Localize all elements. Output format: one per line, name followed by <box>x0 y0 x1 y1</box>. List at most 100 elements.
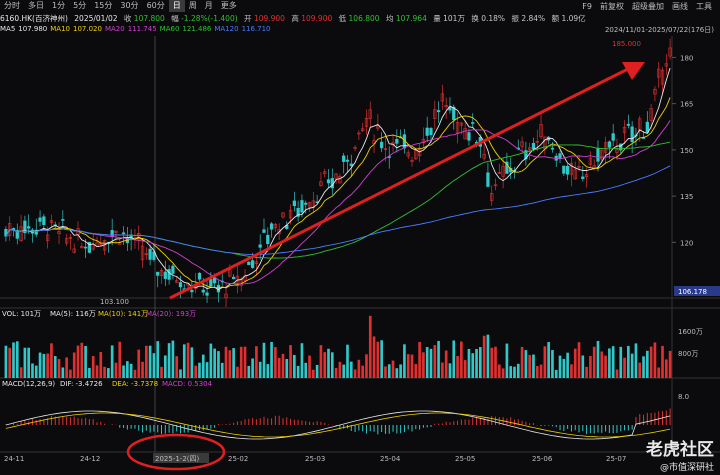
period-tab-10[interactable]: 更多 <box>220 1 237 10</box>
volume-bar <box>437 340 440 378</box>
candle-body <box>38 217 42 222</box>
candle-body <box>296 208 300 217</box>
period-tab-5[interactable]: 30分 <box>120 1 139 10</box>
ma-value-0: 107.980 <box>18 25 48 33</box>
period-tab-1[interactable]: 多日 <box>28 1 44 10</box>
candle-body <box>584 174 589 177</box>
volume-bar <box>27 347 30 378</box>
candle-body <box>190 289 194 293</box>
volume-bar <box>482 335 486 378</box>
toolbar-right-2[interactable]: 超级叠加 <box>632 1 664 11</box>
candle-body <box>459 122 463 126</box>
volume-bar <box>657 367 661 378</box>
volume-bar <box>448 363 452 378</box>
candle-body <box>649 108 653 121</box>
candle-body <box>357 132 361 135</box>
volume-bar <box>285 359 289 378</box>
macd-title: MACD(12,26,9) <box>2 380 55 388</box>
toolbar-right-4[interactable]: 工具 <box>696 1 712 11</box>
volume-bar <box>615 369 619 378</box>
toolbar-right-0[interactable]: F9 <box>582 1 592 11</box>
last-price-label: 106.178 <box>678 288 707 296</box>
volume-bar <box>551 350 554 378</box>
volume-bar <box>186 342 190 378</box>
volume-bar <box>589 355 592 378</box>
period-tab-0[interactable]: 分时 <box>4 1 20 10</box>
volume-bar <box>346 344 349 378</box>
candle-body <box>292 200 296 207</box>
candle-body <box>573 169 577 180</box>
candle-body <box>588 157 593 165</box>
candle-body <box>167 269 171 280</box>
ma-label-1: MA10 <box>50 25 70 33</box>
volume-bar <box>566 352 569 378</box>
volume-bar <box>638 362 642 378</box>
volume-bar <box>361 365 364 378</box>
volume-bar <box>585 366 588 378</box>
period-tab-7[interactable]: 日 <box>168 0 185 12</box>
candle-body <box>114 230 118 233</box>
volume-bar <box>406 354 410 378</box>
candle-body <box>163 271 167 279</box>
candle-body <box>368 109 372 120</box>
period-tab-2[interactable]: 1分 <box>52 1 66 10</box>
open-value: 109.900 <box>253 14 285 23</box>
volume-bar <box>467 348 471 378</box>
volume-bar <box>357 359 361 378</box>
volume-bar <box>410 354 414 378</box>
volume-bar <box>129 363 133 378</box>
candle-body <box>535 141 539 143</box>
dea-line <box>5 412 671 438</box>
volume-bar <box>91 356 95 378</box>
volume-bar <box>141 361 144 378</box>
volume-bar <box>441 362 444 378</box>
candle-body <box>201 289 205 293</box>
volume-bar <box>422 352 425 378</box>
volume-bar <box>76 345 80 378</box>
volume-bar <box>479 347 482 378</box>
period-tab-4[interactable]: 15分 <box>94 1 113 10</box>
ma-line-2 <box>5 120 671 285</box>
volume-bar <box>46 353 49 378</box>
period-tab-6[interactable]: 60分 <box>146 1 165 10</box>
volume-bar <box>490 347 494 378</box>
candle-body <box>224 293 228 299</box>
candle-body <box>319 181 323 187</box>
candle-body <box>482 153 486 159</box>
toolbar-right-3[interactable]: 画线 <box>672 1 688 11</box>
watermark: 老虎社区 @市值深研社 <box>646 435 714 473</box>
volume-bar <box>395 368 399 378</box>
candle-body <box>281 212 285 218</box>
volume-bar <box>649 346 653 378</box>
candle-body <box>91 244 95 250</box>
volume-bar <box>342 364 346 378</box>
highlight-circle <box>126 433 226 471</box>
period-tab-9[interactable]: 月 <box>204 1 213 10</box>
price-tick-4: 120 <box>680 239 693 247</box>
candle-body <box>23 220 27 234</box>
candle-body <box>87 241 92 253</box>
candle-body <box>121 232 126 235</box>
candle-body <box>228 269 232 277</box>
candle-body <box>444 105 448 108</box>
candle-body <box>353 147 357 149</box>
volume-bar <box>596 340 600 378</box>
avg-value: 107.964 <box>395 14 427 23</box>
watermark-main: 老虎社区 <box>646 440 714 460</box>
period-tab-3[interactable]: 5分 <box>73 1 87 10</box>
volume-bar <box>623 357 626 378</box>
candle-body <box>148 248 152 260</box>
volume-bar <box>194 365 197 378</box>
volume-bar <box>8 347 12 378</box>
candle-body <box>425 127 429 136</box>
volume-bar <box>494 346 497 378</box>
toolbar-right-1[interactable]: 前复权 <box>600 1 624 11</box>
volume-ma-2: MA(20): 193万 <box>146 310 196 318</box>
candle-body <box>600 149 604 160</box>
period-tab-8[interactable]: 周 <box>188 1 197 10</box>
close-value: 107.800 <box>133 14 165 23</box>
volume-bar <box>110 345 114 378</box>
x-label-4: 25-03 <box>305 455 325 463</box>
candle-body <box>577 166 581 168</box>
